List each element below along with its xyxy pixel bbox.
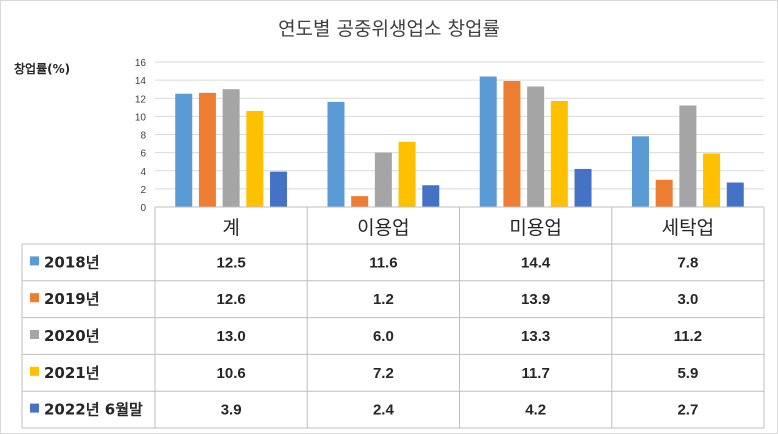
y-tick-label: 4 bbox=[140, 167, 146, 178]
bar bbox=[198, 92, 216, 207]
series-label: 2018년 bbox=[44, 253, 100, 271]
data-label: 3.0 bbox=[677, 291, 698, 308]
legend-swatch bbox=[30, 293, 39, 303]
bar bbox=[726, 182, 744, 207]
legend-swatch bbox=[30, 366, 39, 376]
y-tick-label: 14 bbox=[135, 76, 147, 87]
bar bbox=[655, 179, 673, 207]
data-table: 계 이용업 미용업 세탁업 2018년 12.5 11.6 14.4 7.8 2019년 12.6 1… bbox=[21, 206, 765, 429]
bar bbox=[351, 196, 369, 207]
category-label: 이용업 bbox=[357, 217, 409, 239]
data-label: 2.7 bbox=[677, 402, 698, 419]
bar bbox=[503, 81, 521, 207]
series-label: 2019년 bbox=[44, 290, 100, 308]
bar bbox=[679, 105, 697, 207]
data-label: 11.6 bbox=[369, 254, 397, 271]
legend-swatch bbox=[30, 403, 39, 413]
bar bbox=[479, 76, 497, 207]
data-label: 4.2 bbox=[525, 402, 546, 419]
bar bbox=[175, 93, 193, 207]
y-tick-label: 6 bbox=[140, 149, 146, 160]
chart-title: 연도별 공중위생업소 창업률 bbox=[278, 18, 500, 40]
series-label: 2022년 6월말 bbox=[44, 401, 143, 419]
category-label: 계 bbox=[222, 217, 239, 239]
data-label: 10.6 bbox=[217, 365, 246, 382]
bar bbox=[374, 152, 392, 207]
bar bbox=[270, 171, 288, 207]
data-label: 12.5 bbox=[217, 254, 246, 271]
data-label: 13.0 bbox=[217, 328, 246, 345]
data-label: 7.2 bbox=[373, 365, 394, 382]
y-tick-label: 10 bbox=[135, 112, 147, 123]
bar bbox=[398, 141, 416, 207]
bar bbox=[703, 153, 721, 207]
data-label: 13.3 bbox=[521, 328, 550, 345]
data-label: 11.7 bbox=[521, 365, 549, 382]
y-tick-label: 8 bbox=[140, 131, 146, 142]
category-label: 세탁업 bbox=[662, 217, 714, 239]
y-tick-label: 12 bbox=[135, 94, 147, 105]
bar bbox=[527, 86, 545, 207]
y-tick-label: 2 bbox=[140, 185, 146, 196]
data-label: 7.8 bbox=[677, 254, 698, 271]
series-label: 2020년 bbox=[44, 327, 100, 345]
bar bbox=[631, 136, 649, 207]
data-label: 11.2 bbox=[674, 328, 702, 345]
data-label: 14.4 bbox=[521, 254, 551, 271]
bar bbox=[222, 89, 240, 207]
data-label: 5.9 bbox=[677, 365, 698, 382]
data-label: 1.2 bbox=[373, 291, 394, 308]
legend-swatch bbox=[30, 330, 39, 339]
data-label: 2.4 bbox=[373, 402, 395, 419]
series-label: 2021년 bbox=[44, 364, 100, 382]
bar bbox=[550, 100, 568, 207]
bar bbox=[246, 110, 264, 207]
bar bbox=[422, 185, 440, 207]
y-tick-label: 16 bbox=[135, 58, 147, 69]
data-label: 3.9 bbox=[221, 402, 242, 419]
legend-swatch bbox=[30, 256, 39, 266]
data-label: 12.6 bbox=[217, 291, 246, 308]
y-tick-label: 0 bbox=[140, 203, 146, 214]
bars bbox=[175, 76, 744, 207]
y-axis-label: 창업률(%) bbox=[14, 61, 70, 76]
bar bbox=[327, 101, 345, 207]
data-label: 13.9 bbox=[521, 291, 550, 308]
category-label: 미용업 bbox=[509, 217, 561, 239]
data-label: 6.0 bbox=[373, 328, 394, 345]
bar bbox=[574, 168, 592, 207]
